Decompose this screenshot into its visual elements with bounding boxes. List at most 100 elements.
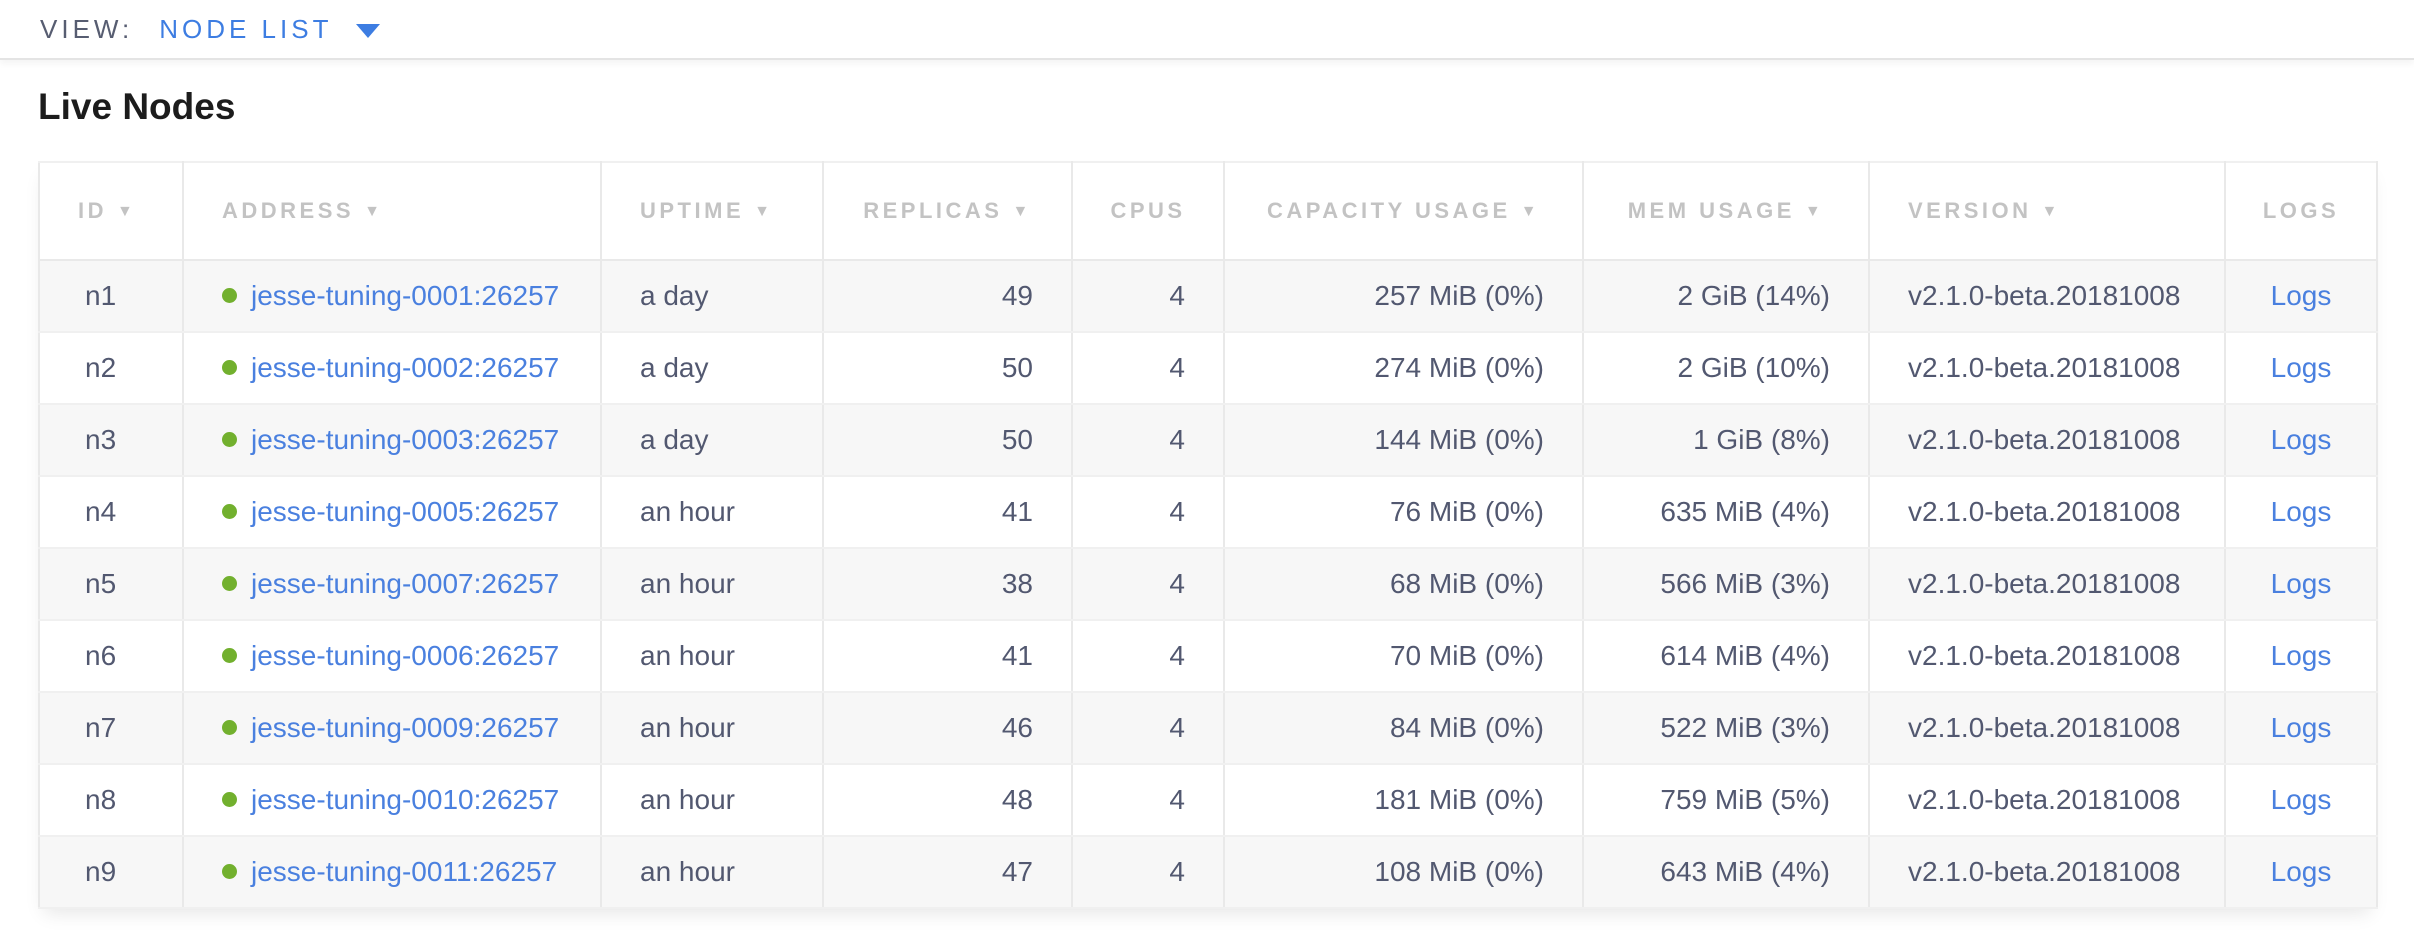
sort-desc-icon: ▼ <box>364 203 384 220</box>
cell-value: 108 MiB (0%) <box>1374 856 1544 887</box>
node-logs-link[interactable]: Logs <box>2270 424 2332 455</box>
cell-replicas: 46 <box>822 691 1073 765</box>
cell-address: jesse-tuning-0009:26257 <box>182 691 602 765</box>
node-logs-link[interactable]: Logs <box>2270 496 2332 527</box>
column-header-mem[interactable]: MEM USAGE ▼ <box>1582 161 1870 261</box>
cell-capacity: 70 MiB (0%) <box>1223 619 1584 693</box>
cell-value: v2.1.0-beta.20181008 <box>1908 784 2181 815</box>
view-dropdown-value[interactable]: NODE LIST <box>159 13 333 44</box>
node-logs-link[interactable]: Logs <box>2270 568 2332 599</box>
cell-value: 4 <box>1169 496 1185 527</box>
sort-desc-icon: ▼ <box>117 203 137 220</box>
cell-version: v2.1.0-beta.20181008 <box>1868 835 2226 909</box>
cell-logs: Logs <box>2224 547 2378 621</box>
node-address-link[interactable]: jesse-tuning-0011:26257 <box>251 856 558 887</box>
cell-value: 76 MiB (0%) <box>1389 496 1544 527</box>
view-label: VIEW: <box>40 13 134 44</box>
cell-cpus: 4 <box>1071 619 1225 693</box>
cell-value: 2 GiB (14%) <box>1677 280 1831 311</box>
node-address-link[interactable]: jesse-tuning-0002:26257 <box>251 352 560 383</box>
column-header-capacity[interactable]: CAPACITY USAGE ▼ <box>1223 161 1584 261</box>
cell-value: n3 <box>85 424 117 455</box>
node-address-link[interactable]: jesse-tuning-0003:26257 <box>251 424 560 455</box>
cell-id: n6 <box>38 619 184 693</box>
cell-value: 1 GiB (8%) <box>1693 424 1830 455</box>
cell-version: v2.1.0-beta.20181008 <box>1868 475 2226 549</box>
cell-value: v2.1.0-beta.20181008 <box>1908 568 2181 599</box>
cell-uptime: a day <box>600 259 824 333</box>
cell-value: 144 MiB (0%) <box>1374 424 1544 455</box>
column-header-version[interactable]: VERSION ▼ <box>1868 161 2226 261</box>
node-logs-link[interactable]: Logs <box>2270 712 2332 743</box>
node-address-link[interactable]: jesse-tuning-0001:26257 <box>251 280 560 311</box>
cell-version: v2.1.0-beta.20181008 <box>1868 691 2226 765</box>
cell-address: jesse-tuning-0005:26257 <box>182 475 602 549</box>
node-address-link[interactable]: jesse-tuning-0009:26257 <box>251 712 560 743</box>
view-dropdown[interactable]: NODE LIST <box>159 13 381 45</box>
cell-id: n2 <box>38 331 184 405</box>
cell-address: jesse-tuning-0011:26257 <box>182 835 602 909</box>
node-logs-link[interactable]: Logs <box>2270 640 2332 671</box>
node-address-link[interactable]: jesse-tuning-0007:26257 <box>251 568 560 599</box>
cell-address: jesse-tuning-0001:26257 <box>182 259 602 333</box>
cell-value: 47 <box>1001 856 1033 887</box>
cell-mem: 1 GiB (8%) <box>1582 403 1870 477</box>
column-header-label: CPUS <box>1110 198 1186 223</box>
cell-value: v2.1.0-beta.20181008 <box>1908 496 2181 527</box>
cell-version: v2.1.0-beta.20181008 <box>1868 619 2226 693</box>
column-header-address[interactable]: ADDRESS ▼ <box>182 161 602 261</box>
column-header-id[interactable]: ID ▼ <box>38 161 184 261</box>
cell-version: v2.1.0-beta.20181008 <box>1868 547 2226 621</box>
node-live-status-icon <box>222 720 237 736</box>
column-header-uptime[interactable]: UPTIME ▼ <box>600 161 824 261</box>
node-logs-link[interactable]: Logs <box>2270 856 2332 887</box>
cell-capacity: 108 MiB (0%) <box>1223 835 1584 909</box>
node-address-link[interactable]: jesse-tuning-0006:26257 <box>251 640 560 671</box>
column-header-replicas[interactable]: REPLICAS ▼ <box>822 161 1073 261</box>
cell-logs: Logs <box>2224 259 2378 333</box>
chevron-down-icon <box>356 23 381 38</box>
node-address-link[interactable]: jesse-tuning-0005:26257 <box>251 496 560 527</box>
sort-desc-icon: ▼ <box>1012 203 1032 220</box>
cell-cpus: 4 <box>1071 835 1225 909</box>
cell-logs: Logs <box>2224 403 2378 477</box>
cell-replicas: 38 <box>822 547 1073 621</box>
cell-value: an hour <box>640 568 735 599</box>
node-live-status-icon <box>222 432 237 448</box>
cell-logs: Logs <box>2224 331 2378 405</box>
node-logs-link[interactable]: Logs <box>2270 784 2332 815</box>
cell-value: 4 <box>1169 784 1185 815</box>
cell-value: n7 <box>85 712 117 743</box>
cell-version: v2.1.0-beta.20181008 <box>1868 331 2226 405</box>
node-address-link[interactable]: jesse-tuning-0010:26257 <box>251 784 560 815</box>
cell-mem: 643 MiB (4%) <box>1582 835 1870 909</box>
cell-value: an hour <box>640 640 735 671</box>
view-bar: VIEW: NODE LIST <box>0 0 2414 60</box>
node-logs-link[interactable]: Logs <box>2270 352 2332 383</box>
column-header-label: UPTIME <box>640 198 745 223</box>
cell-version: v2.1.0-beta.20181008 <box>1868 403 2226 477</box>
cell-cpus: 4 <box>1071 259 1225 333</box>
cell-value: 4 <box>1169 352 1185 383</box>
cell-value: 50 <box>1001 352 1033 383</box>
cell-address: jesse-tuning-0007:26257 <box>182 547 602 621</box>
cell-mem: 522 MiB (3%) <box>1582 691 1870 765</box>
table-row-n6: n6 jesse-tuning-0006:26257 an hour 41 4 70 Mi… <box>38 619 2378 693</box>
cell-capacity: 144 MiB (0%) <box>1223 403 1584 477</box>
cell-id: n3 <box>38 403 184 477</box>
cell-value: 84 MiB (0%) <box>1389 712 1544 743</box>
cell-uptime: an hour <box>600 763 824 837</box>
column-header-label: VERSION <box>1908 198 2032 223</box>
cell-logs: Logs <box>2224 835 2378 909</box>
cell-value: 4 <box>1169 424 1185 455</box>
cell-value: v2.1.0-beta.20181008 <box>1908 424 2181 455</box>
cell-mem: 2 GiB (14%) <box>1582 259 1870 333</box>
cell-value: n5 <box>85 568 117 599</box>
table-row-n9: n9 jesse-tuning-0011:26257 an hour 47 4 108 M… <box>38 835 2378 909</box>
cell-value: 38 <box>1001 568 1033 599</box>
column-header-label: REPLICAS <box>863 198 1003 223</box>
node-logs-link[interactable]: Logs <box>2270 280 2332 311</box>
node-live-status-icon <box>222 648 237 664</box>
cell-value: 4 <box>1169 856 1185 887</box>
cell-value: n6 <box>85 640 117 671</box>
